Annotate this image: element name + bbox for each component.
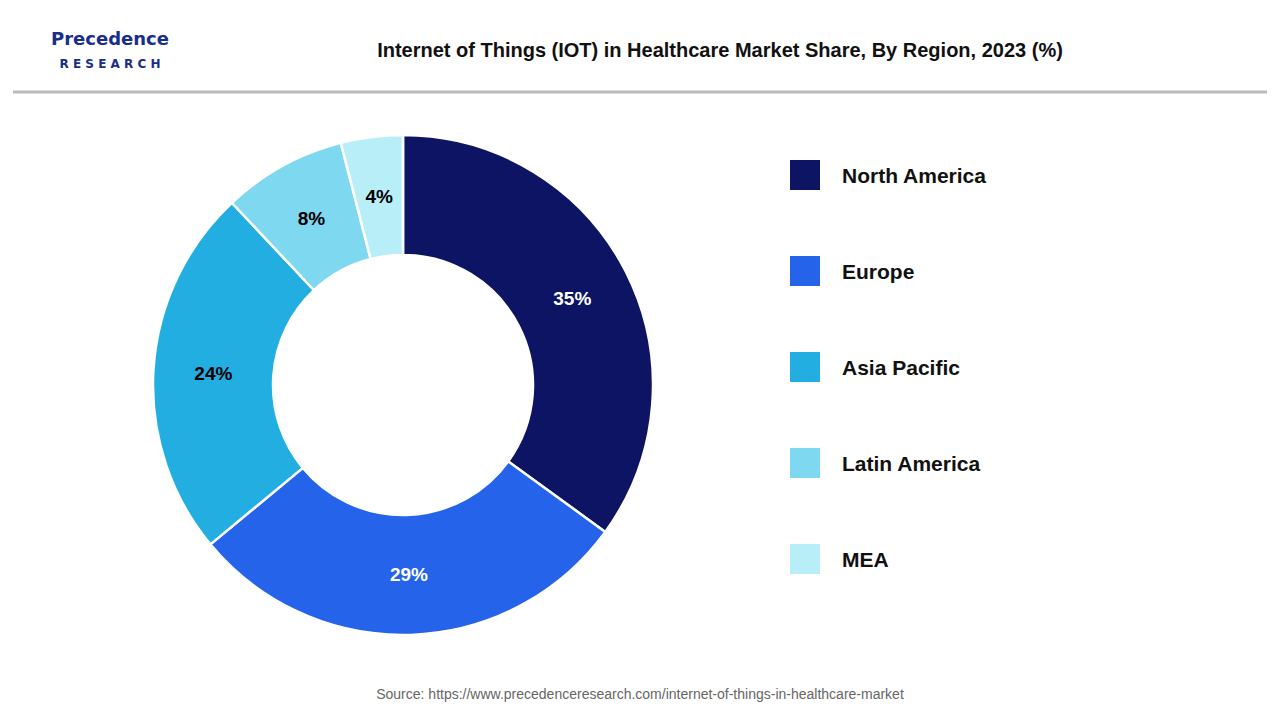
donut-slice	[403, 135, 653, 532]
data-labels: 35% 29% 24% 8% 4%	[194, 186, 591, 585]
logo-text: Precedence	[51, 28, 169, 49]
data-label: 35%	[553, 288, 591, 309]
legend-label: MEA	[842, 548, 889, 571]
data-label: 29%	[390, 564, 428, 585]
legend-label: North America	[842, 164, 986, 187]
chart-title: Internet of Things (IOT) in Healthcare M…	[377, 39, 1063, 61]
header-rule	[13, 91, 1267, 94]
donut-slice	[341, 135, 403, 259]
data-label: 24%	[194, 363, 232, 384]
source-text: Source: https://www.precedenceresearch.c…	[376, 686, 904, 702]
donut	[153, 135, 653, 635]
chart-svg: Precedence R E S E A R C H Internet of Thi…	[0, 0, 1280, 720]
legend-swatch	[790, 544, 820, 574]
legend-swatch	[790, 160, 820, 190]
data-label: 8%	[298, 208, 326, 229]
chart-container: Precedence R E S E A R C H Internet of Thi…	[0, 0, 1280, 720]
logo-subtext: R E S E A R C H	[60, 57, 161, 71]
data-label: 4%	[365, 186, 393, 207]
legend-swatch	[790, 352, 820, 382]
legend-label: Latin America	[842, 452, 980, 475]
legend-swatch	[790, 448, 820, 478]
legend-swatch	[790, 256, 820, 286]
legend-label: Asia Pacific	[842, 356, 960, 379]
legend-label: Europe	[842, 260, 914, 283]
background	[0, 0, 1280, 720]
legend: North America Europe Asia Pacific Latin Ame…	[790, 160, 986, 574]
